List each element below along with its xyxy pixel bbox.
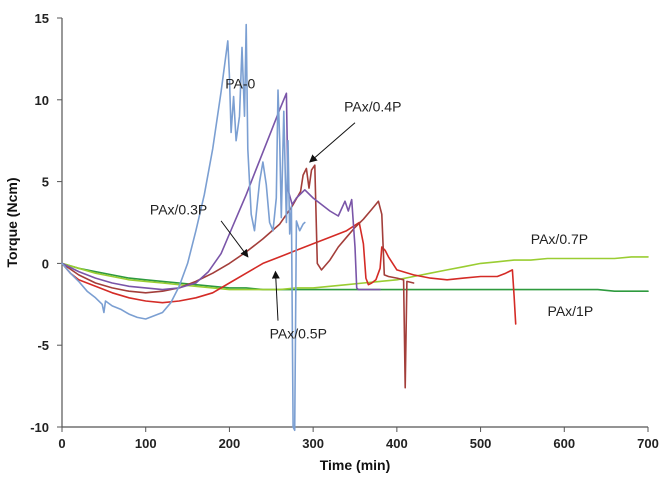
x-tick-label: 200: [219, 436, 241, 451]
y-tick-label: 5: [42, 175, 49, 190]
series-labels: PA-0 PAx/0.3P PAx/0.4P PAx/0.5P PAx/0.7P PAx/…: [150, 75, 593, 341]
series-label: PAx/0.4P: [344, 98, 401, 114]
series-line-pax-0-3p: [61, 92, 381, 291]
series-line-pax-0-4p: [61, 164, 415, 389]
ticks: 0 100 200 300 400 500 600 700 -10 -5 0 5 10 15: [30, 11, 659, 451]
annotations: [220, 122, 356, 321]
y-tick-label: -5: [37, 338, 49, 353]
series-line-pax-0-5p: [61, 221, 517, 325]
x-tick-label: 500: [470, 436, 492, 451]
series-line-pa-0: [61, 23, 306, 432]
series-label: PAx/1P: [548, 303, 594, 319]
series-line-pax-1p: [61, 262, 649, 292]
axes: Time (min) Torque (Ncm): [4, 18, 648, 473]
annotation-arrow: [220, 220, 249, 258]
series-label: PA-0: [225, 75, 255, 91]
x-tick-label: 700: [637, 436, 659, 451]
y-axis-title: Torque (Ncm): [4, 178, 20, 268]
y-tick-label: 10: [35, 93, 49, 108]
series-lines: [61, 23, 649, 432]
x-tick-label: 400: [386, 436, 408, 451]
y-tick-label: 15: [35, 11, 49, 26]
x-tick-label: 0: [58, 436, 65, 451]
series-label: PAx/0.3P: [150, 201, 207, 217]
series-label: PAx/0.5P: [270, 326, 327, 342]
y-tick-label: 0: [42, 256, 49, 271]
y-tick-label: -10: [30, 420, 49, 435]
x-tick-label: 100: [135, 436, 157, 451]
annotation-arrow: [271, 270, 280, 321]
series-label: PAx/0.7P: [531, 231, 588, 247]
annotation-arrow: [309, 122, 356, 163]
x-axis-title: Time (min): [320, 457, 391, 473]
series-line-pax-0-7p: [61, 256, 649, 291]
x-tick-label: 600: [553, 436, 575, 451]
x-tick-label: 300: [302, 436, 324, 451]
